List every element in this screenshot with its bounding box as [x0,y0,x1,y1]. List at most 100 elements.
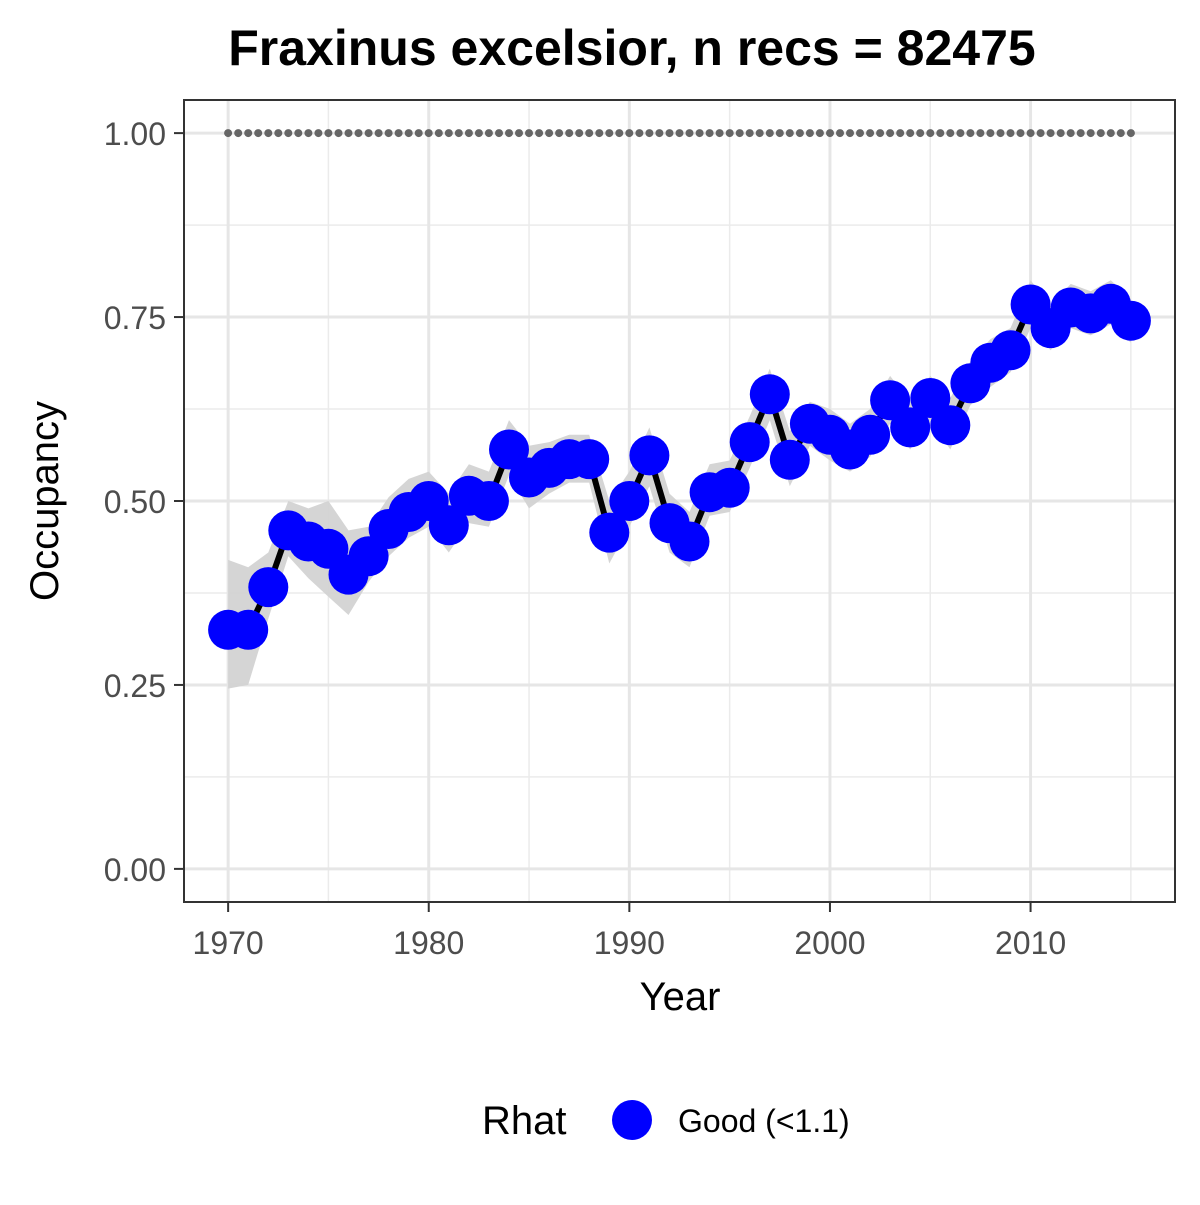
reference-dot [705,129,714,138]
reference-dot [1126,129,1135,138]
reference-dot [344,129,353,138]
data-point-2006 [930,405,971,446]
reference-dot [364,129,373,138]
reference-dot [896,129,905,138]
x-tick-label: 1990 [594,925,665,961]
reference-dot [414,129,423,138]
legend-key-good [612,1100,652,1140]
reference-dot [765,129,774,138]
data-point-1983 [468,481,509,521]
reference-dot [836,129,844,138]
reference-dot [1116,129,1125,138]
x-tick-label: 1980 [393,925,464,961]
chart-title: Fraxinus excelsior, n recs = 82475 [228,20,1035,76]
y-tick-label: 0.50 [104,484,166,520]
data-point-1995 [709,467,750,508]
reference-dot [936,129,945,138]
reference-dot [645,129,654,138]
data-point-2002 [850,414,891,455]
reference-dot [886,129,895,138]
data-point-1993 [669,521,710,562]
x-axis-label: Year [640,975,721,1019]
reference-dot [876,129,885,138]
reference-dot [976,129,985,138]
x-tick-label: 2010 [995,925,1066,961]
reference-dot [1096,129,1105,138]
reference-dot [785,129,794,138]
data-point-1996 [729,422,770,463]
data-point-2004 [890,407,931,448]
data-point-1988 [569,439,610,480]
x-axis-ticks: 1970 1980 1990 2000 2010 [193,902,1066,961]
reference-dot [605,129,614,138]
reference-dot [695,129,704,138]
reference-dot [505,129,513,138]
reference-dot [685,129,694,138]
reference-dot [575,129,584,138]
data-point-1972 [248,567,289,608]
reference-dot [725,129,734,138]
reference-dot [294,129,303,138]
reference-dot [906,129,915,138]
reference-dot [454,129,463,138]
data-point-1971 [228,609,269,650]
reference-dot [354,129,363,138]
reference-dot [1026,129,1035,138]
data-point-1998 [769,439,810,480]
data-point-1989 [589,512,630,553]
x-tick-label: 2000 [794,925,865,961]
reference-dot [795,129,804,138]
reference-dot [274,129,283,138]
reference-dot [555,129,564,138]
reference-dot [464,129,473,138]
legend: Rhat Good (<1.1) [482,1099,850,1143]
reference-dot [545,129,554,138]
reference-dot [234,129,243,138]
y-axis-label: Occupancy [23,401,67,601]
y-tick-label: 0.75 [104,300,166,336]
reference-dot [1036,129,1045,138]
reference-dot [635,129,644,138]
reference-dot [284,129,293,138]
reference-dot [815,129,824,138]
reference-dot [1006,129,1015,138]
reference-dot [264,129,273,138]
reference-dot [675,129,684,138]
reference-dot [1106,129,1115,138]
reference-dot [314,129,323,138]
reference-dot [565,129,574,138]
reference-dot [244,129,253,138]
reference-dot [1056,129,1065,138]
reference-dot [484,129,493,138]
reference-dot [655,129,664,138]
reference-dot [926,129,935,138]
reference-dot [826,129,834,138]
reference-dot [745,129,754,138]
reference-dot [495,129,503,138]
reference-dot [334,129,343,138]
reference-dot [665,129,674,138]
reference-dot [515,129,523,138]
reference-dot [956,129,965,138]
reference-dot [715,129,724,138]
y-tick-label: 0.25 [104,668,166,704]
reference-dot [735,129,744,138]
reference-dot [1066,129,1075,138]
reference-dot [986,129,995,138]
reference-dot [374,129,383,138]
reference-dot [966,129,975,138]
reference-dot [775,129,784,138]
reference-dot [866,129,875,138]
reference-dot [224,129,233,138]
x-tick-label: 1970 [193,925,264,961]
reference-dot [625,129,634,138]
reference-dot [595,129,604,138]
reference-dot [404,129,413,138]
data-point-1990 [609,481,650,521]
data-points [208,283,1151,650]
data-point-2015 [1110,300,1151,341]
reference-dot [535,129,544,138]
reference-dot [1086,129,1095,138]
reference-dot [424,129,433,138]
